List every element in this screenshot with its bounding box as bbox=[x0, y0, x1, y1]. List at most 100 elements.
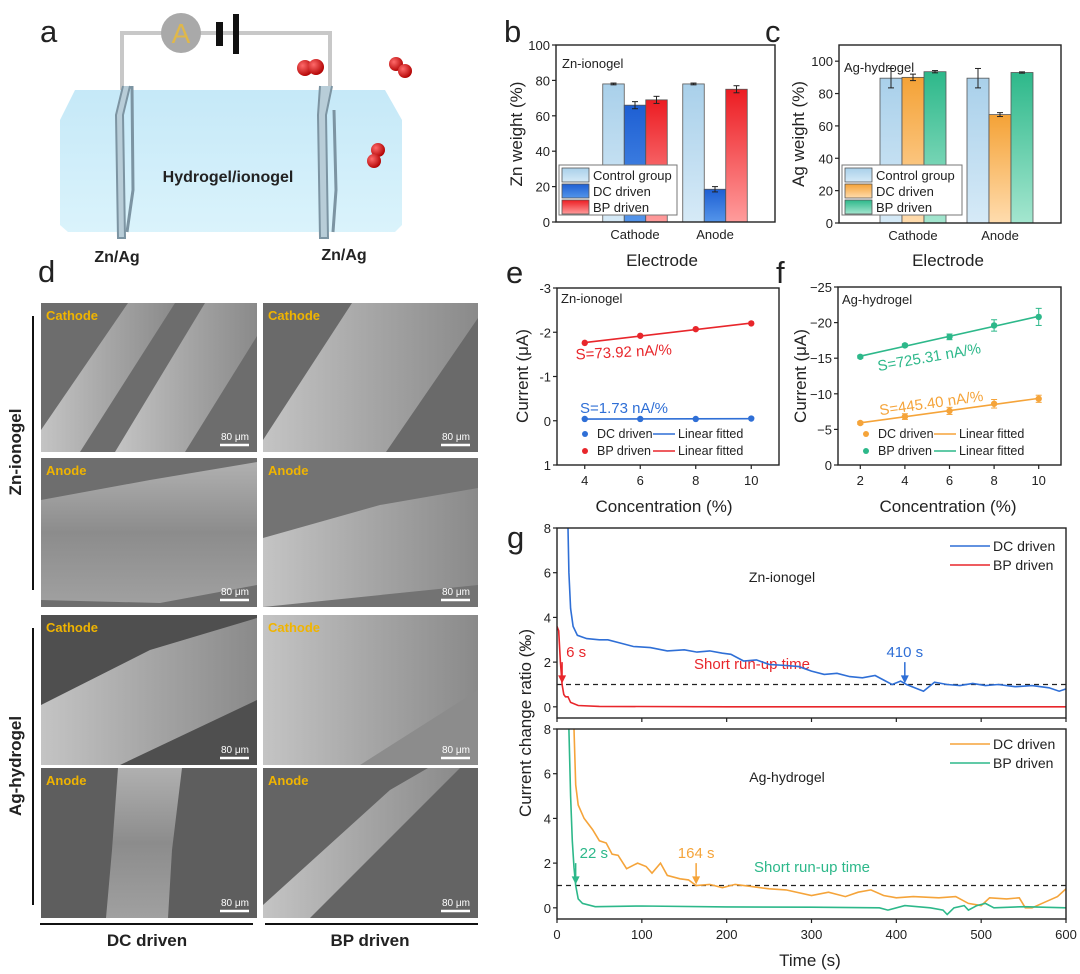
x-tick-label: 8 bbox=[692, 473, 699, 488]
data-point bbox=[581, 415, 588, 423]
ammeter-symbol: A bbox=[172, 18, 191, 49]
legend-marker bbox=[863, 448, 869, 454]
sem-image-label: Anode bbox=[268, 463, 308, 478]
legend-swatch bbox=[561, 199, 590, 215]
x-tick-label: 200 bbox=[716, 927, 738, 942]
chart-f-slope-bp: S=725.31 nA/% bbox=[876, 340, 982, 375]
circuit-wire bbox=[120, 31, 332, 90]
legend-fit-label: Linear fitted bbox=[678, 444, 743, 458]
chart-e-slope-dc: S=1.73 nA/% bbox=[580, 400, 668, 417]
x-tick-label: 6 bbox=[946, 473, 953, 488]
sem-image bbox=[41, 615, 257, 765]
y-tick-label: 20 bbox=[819, 184, 833, 199]
category-label: Anode bbox=[696, 227, 734, 242]
x-tick-label: 300 bbox=[801, 927, 823, 942]
y-tick-label: 20 bbox=[536, 180, 550, 195]
data-point bbox=[946, 333, 953, 341]
data-point bbox=[857, 353, 864, 360]
sem-image-label: Cathode bbox=[46, 620, 98, 635]
x-tick-label: 500 bbox=[970, 927, 992, 942]
group-label-ag-hydrogel: Ag-hydrogel bbox=[6, 716, 25, 816]
x-tick-label: 100 bbox=[631, 927, 653, 942]
group-label-zn-ionogel: Zn-ionogel bbox=[6, 409, 25, 496]
schematic-panel: A Hydrogel/ionogel Zn/Ag Zn/Ag bbox=[60, 13, 412, 266]
y-tick-label: -1 bbox=[539, 370, 551, 385]
chart-f-xlabel: Concentration (%) bbox=[879, 497, 1016, 516]
gel-block bbox=[60, 90, 402, 232]
chart-e-title: Zn-ionogel bbox=[561, 291, 623, 306]
plot-frame bbox=[555, 44, 776, 223]
legend-swatch bbox=[561, 183, 590, 199]
category-label: Cathode bbox=[610, 227, 659, 242]
legend-swatch bbox=[844, 183, 873, 199]
y-tick-label: 0 bbox=[544, 901, 551, 916]
data-point bbox=[748, 415, 755, 422]
legend-label: BP driven bbox=[876, 200, 932, 215]
marker-label: 164 s bbox=[678, 845, 715, 862]
battery-icon-short bbox=[216, 22, 223, 46]
y-tick-label: 8 bbox=[544, 521, 551, 536]
data-point bbox=[990, 400, 998, 407]
plot-frame bbox=[556, 287, 780, 466]
scale-bar-label: 80 μm bbox=[442, 587, 470, 598]
sem-image bbox=[263, 615, 478, 765]
x-tick-label: 4 bbox=[581, 473, 588, 488]
oxygen-molecule-icon bbox=[367, 143, 385, 168]
panel-letter-g: g bbox=[507, 520, 524, 555]
chart-f-title: Ag-hydrogel bbox=[842, 292, 912, 307]
oxygen-molecule-icon bbox=[389, 57, 412, 78]
y-tick-label: 100 bbox=[528, 38, 550, 53]
left-electrode-back bbox=[125, 85, 135, 233]
chart-3: 0 −5 −10 −15 −20 −25 2 4 6 8 10 DC driven Linear fit… bbox=[810, 280, 1062, 488]
bar bbox=[682, 83, 705, 223]
chart-g-bottom-title: Ag-hydrogel bbox=[749, 769, 825, 785]
chart-4: 0 2 4 6 8 410 s DC driven 6 s BP driven bbox=[544, 521, 1067, 722]
chart-g-xlabel: Time (s) bbox=[779, 951, 841, 970]
bar bbox=[1010, 72, 1034, 224]
data-point bbox=[1035, 313, 1042, 321]
x-tick-label: 400 bbox=[885, 927, 907, 942]
category-label: Anode bbox=[981, 228, 1019, 243]
sem-panel: Cathode 80 μm Cathode 80 μm Anode 80 μm Anode 8… bbox=[6, 303, 478, 950]
y-tick-label: −25 bbox=[810, 280, 832, 295]
sem-image-label: Anode bbox=[268, 773, 308, 788]
legend-marker bbox=[582, 448, 588, 454]
legend-label: BP driven bbox=[993, 755, 1053, 771]
y-tick-label: 0 bbox=[544, 414, 551, 429]
y-tick-label: −15 bbox=[810, 351, 832, 366]
right-electrode-back bbox=[331, 109, 338, 233]
data-point bbox=[637, 415, 644, 423]
oxygen-molecule-icon bbox=[297, 59, 324, 76]
bar bbox=[725, 88, 748, 223]
panel-letter-c: c bbox=[765, 14, 781, 49]
data-point bbox=[692, 415, 699, 423]
scale-bar-label: 80 μm bbox=[221, 587, 249, 598]
y-tick-label: −5 bbox=[817, 422, 832, 437]
column-label-bp: BP driven bbox=[330, 931, 409, 950]
ammeter-icon bbox=[161, 13, 201, 53]
chart-e-xlabel: Concentration (%) bbox=[595, 497, 732, 516]
y-tick-label: 0 bbox=[825, 458, 832, 473]
x-tick-label: 10 bbox=[744, 473, 758, 488]
y-tick-label: 40 bbox=[536, 144, 550, 159]
chart-c-ylabel: Ag weight (%) bbox=[789, 81, 808, 187]
marker-label: 6 s bbox=[566, 644, 586, 661]
panel-letter-e: e bbox=[506, 255, 523, 290]
y-tick-label: 8 bbox=[544, 722, 551, 737]
marker-label: 410 s bbox=[886, 644, 923, 661]
chart-f-ylabel: Current (μA) bbox=[791, 329, 810, 423]
chart-e-ylabel: Current (μA) bbox=[513, 329, 532, 423]
left-electrode bbox=[114, 85, 131, 239]
y-tick-label: 4 bbox=[544, 811, 551, 826]
legend-label: DC driven bbox=[878, 427, 934, 441]
y-tick-label: 6 bbox=[544, 566, 551, 581]
y-tick-label: 1 bbox=[544, 458, 551, 473]
panel-letter-f: f bbox=[776, 255, 785, 290]
scale-bar-label: 80 μm bbox=[442, 898, 470, 909]
legend-label: DC driven bbox=[993, 736, 1055, 752]
left-electrode-label: Zn/Ag bbox=[94, 249, 139, 266]
data-point bbox=[581, 339, 588, 347]
y-tick-label: −10 bbox=[810, 387, 832, 402]
series-line bbox=[568, 729, 1066, 916]
